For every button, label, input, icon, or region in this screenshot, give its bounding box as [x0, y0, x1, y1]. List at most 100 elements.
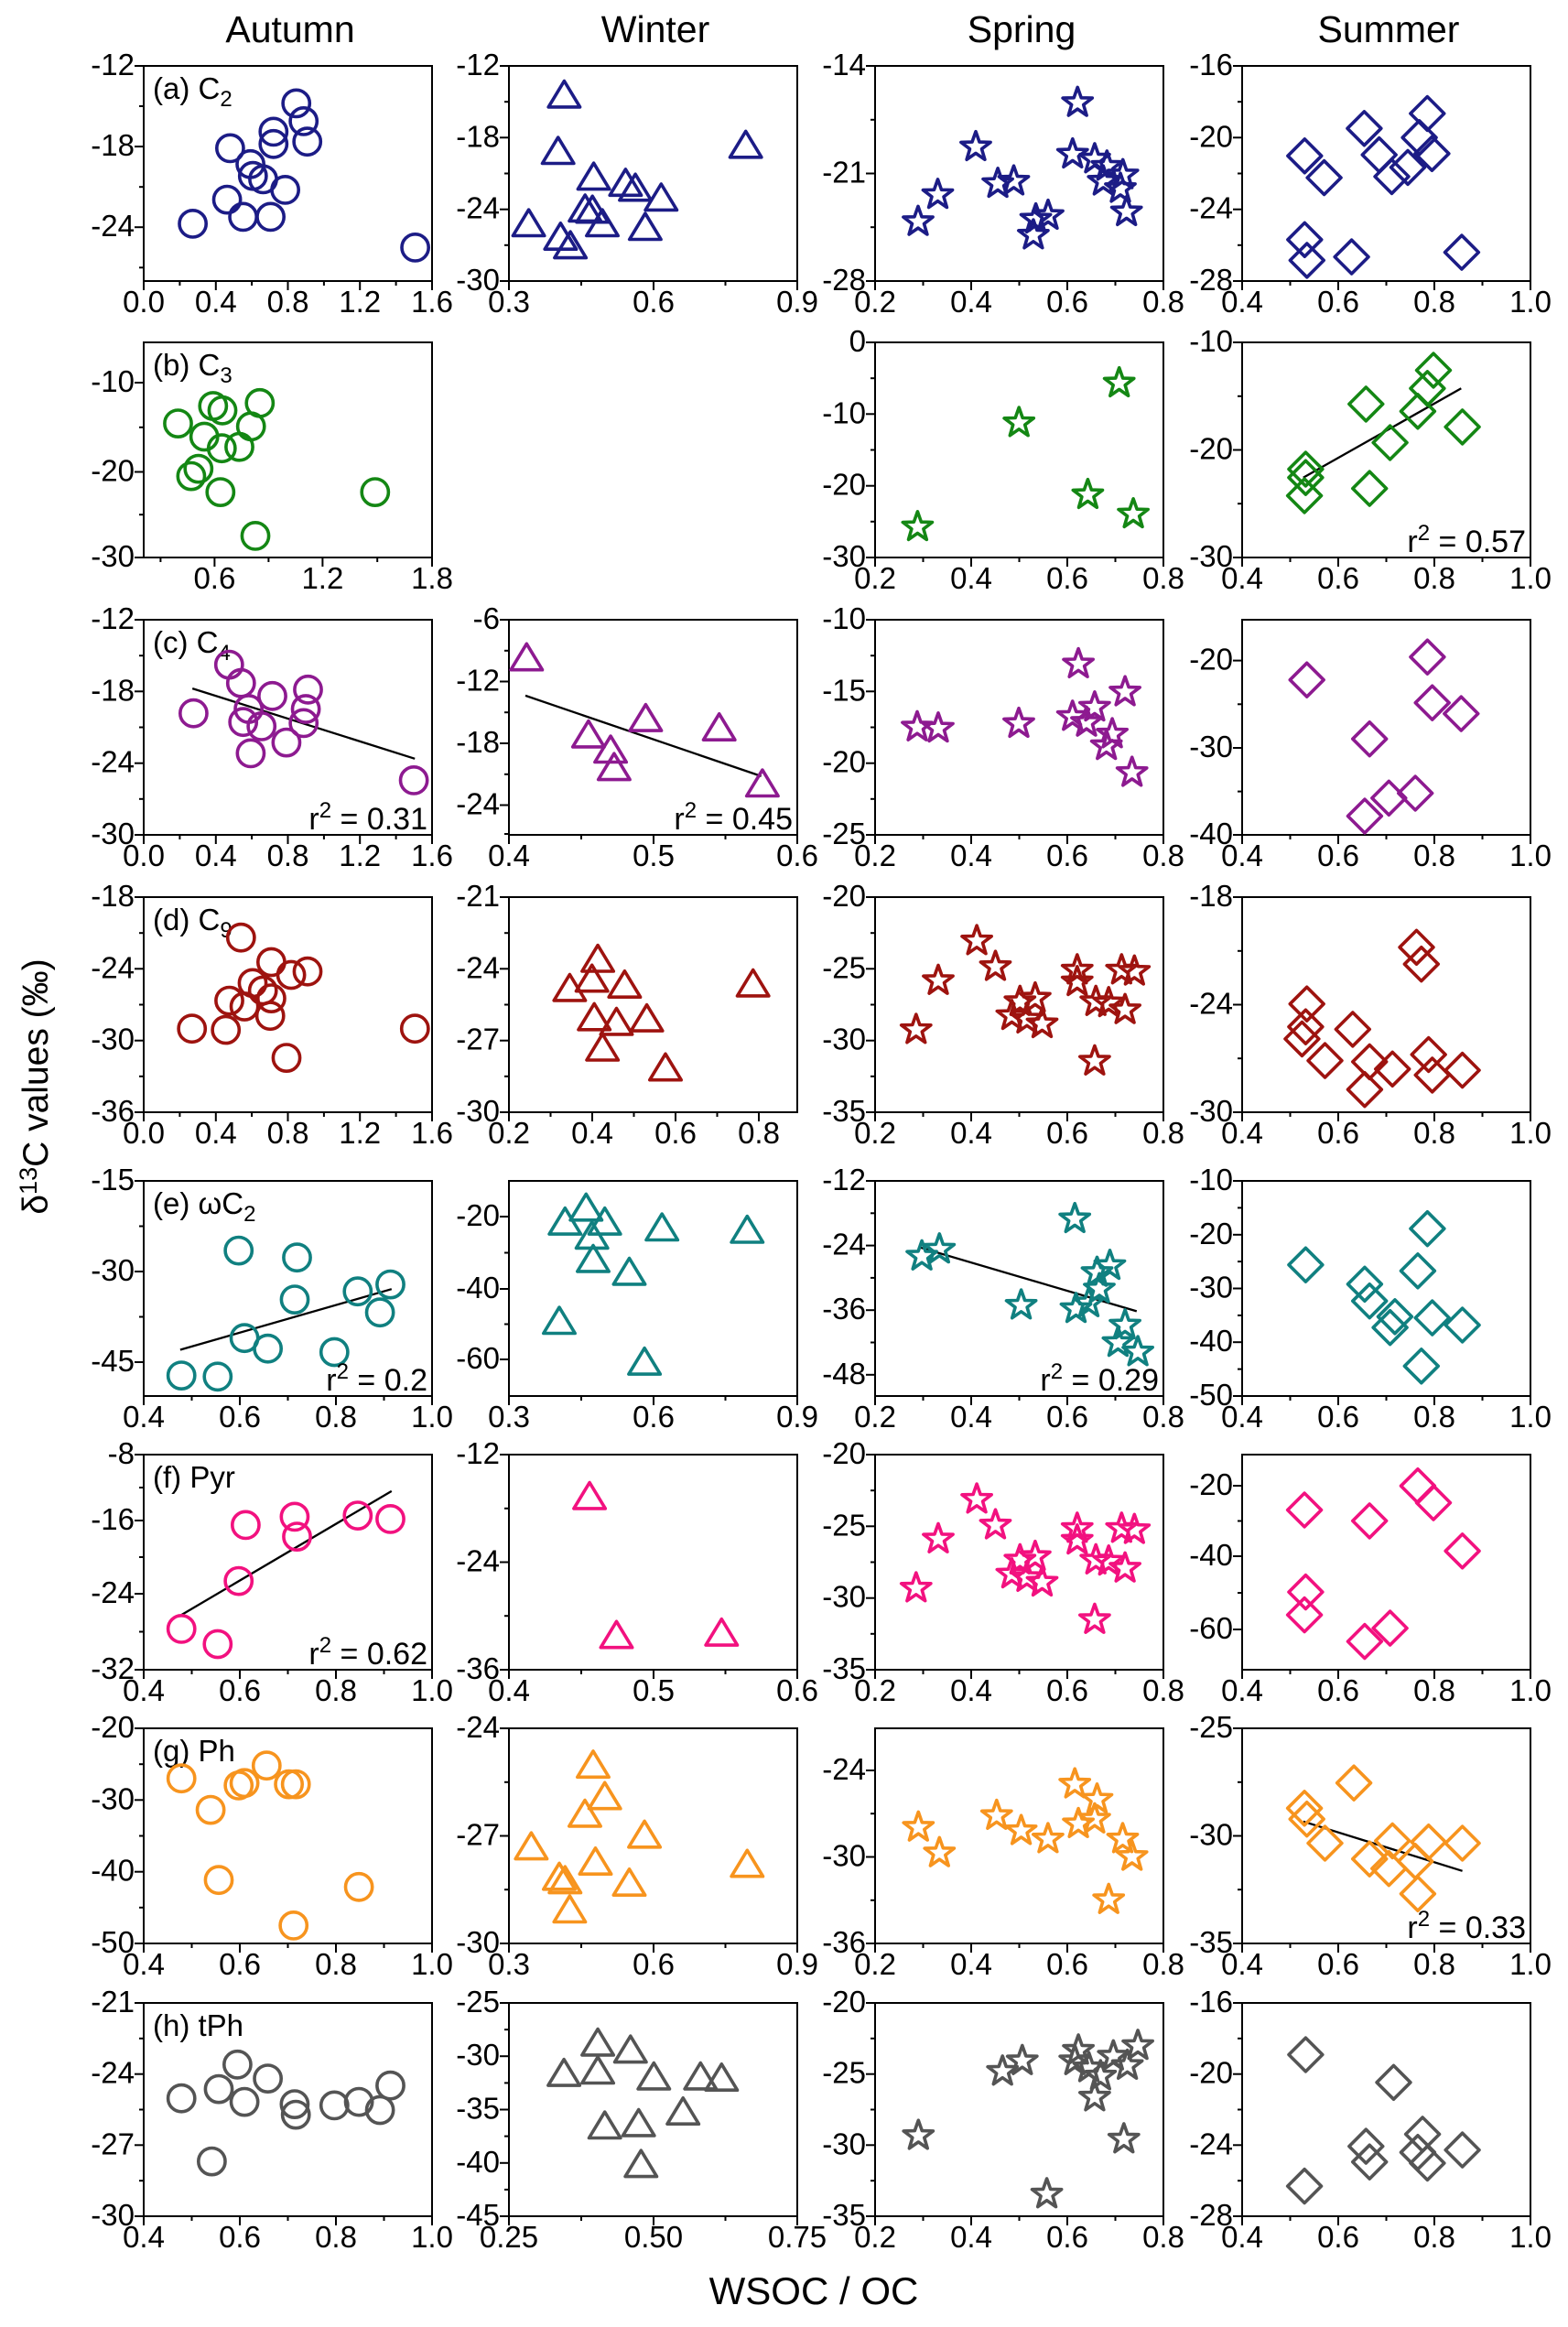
svg-text:0.8: 0.8 [315, 1673, 357, 1707]
svg-text:-30: -30 [91, 1253, 135, 1287]
svg-text:-35: -35 [456, 2092, 500, 2126]
svg-text:-24: -24 [91, 1575, 135, 1609]
svg-text:-24: -24 [822, 1752, 866, 1786]
svg-text:1.2: 1.2 [339, 285, 381, 319]
svg-text:-25: -25 [1189, 1710, 1233, 1744]
svg-text:r2 = 0.62: r2 = 0.62 [308, 1633, 427, 1672]
svg-text:0.4: 0.4 [1221, 2220, 1263, 2254]
svg-text:0.4: 0.4 [1221, 285, 1263, 319]
svg-text:-18: -18 [456, 725, 500, 759]
svg-text:0.4: 0.4 [950, 1673, 992, 1707]
svg-text:-16: -16 [1189, 1985, 1233, 2019]
svg-text:-40: -40 [1189, 817, 1233, 850]
svg-text:0.6: 0.6 [654, 1116, 697, 1150]
svg-text:0.4: 0.4 [1221, 1400, 1263, 1434]
svg-text:-30: -30 [91, 1023, 135, 1056]
svg-text:-36: -36 [822, 1292, 866, 1326]
svg-text:(d) C9: (d) C9 [153, 903, 232, 943]
svg-text:0.0: 0.0 [123, 285, 165, 319]
svg-text:Winter: Winter [601, 8, 709, 50]
svg-text:-15: -15 [822, 673, 866, 707]
svg-text:0.4: 0.4 [195, 839, 237, 872]
svg-text:-24: -24 [91, 2056, 135, 2090]
svg-text:-30: -30 [822, 1023, 866, 1056]
svg-text:0.2: 0.2 [854, 1673, 896, 1707]
svg-text:1.0: 1.0 [411, 1947, 453, 1981]
svg-text:-25: -25 [822, 817, 866, 850]
svg-text:-35: -35 [822, 2198, 866, 2232]
svg-text:0.6: 0.6 [1317, 839, 1359, 872]
svg-text:-24: -24 [91, 950, 135, 984]
svg-text:-30: -30 [1189, 1818, 1233, 1852]
svg-text:1.2: 1.2 [339, 1116, 381, 1150]
svg-text:-25: -25 [822, 950, 866, 984]
svg-text:1.0: 1.0 [1509, 2220, 1552, 2254]
svg-text:1.0: 1.0 [1509, 285, 1552, 319]
svg-text:0.9: 0.9 [776, 1400, 818, 1434]
svg-text:0.8: 0.8 [1413, 2220, 1455, 2254]
svg-text:-20: -20 [1189, 432, 1233, 466]
svg-text:0.6: 0.6 [1317, 1400, 1359, 1434]
svg-text:Spring: Spring [968, 8, 1076, 50]
svg-text:0.0: 0.0 [123, 1116, 165, 1150]
svg-text:-24: -24 [456, 1710, 500, 1744]
svg-text:0.6: 0.6 [1317, 561, 1359, 595]
svg-text:0.9: 0.9 [776, 285, 818, 319]
svg-text:0.6: 0.6 [776, 1673, 818, 1707]
svg-text:-25: -25 [822, 1508, 866, 1542]
svg-text:0.4: 0.4 [950, 839, 992, 872]
svg-text:0.6: 0.6 [1317, 1673, 1359, 1707]
svg-text:1.0: 1.0 [1509, 1673, 1552, 1707]
svg-text:Summer: Summer [1318, 8, 1460, 50]
svg-text:0.6: 0.6 [1046, 561, 1088, 595]
svg-text:-24: -24 [1189, 987, 1233, 1021]
svg-text:(e) ωC2: (e) ωC2 [153, 1186, 255, 1227]
svg-text:-20: -20 [91, 454, 135, 488]
svg-text:-20: -20 [822, 879, 866, 913]
svg-text:-36: -36 [822, 1925, 866, 1959]
svg-text:0.50: 0.50 [624, 2220, 683, 2254]
svg-text:0.4: 0.4 [950, 1400, 992, 1434]
svg-text:0.6: 0.6 [219, 1947, 261, 1981]
svg-text:-30: -30 [91, 817, 135, 850]
svg-text:-18: -18 [456, 119, 500, 153]
svg-text:-24: -24 [91, 745, 135, 779]
svg-text:-18: -18 [1189, 879, 1233, 913]
svg-text:0.8: 0.8 [1413, 1673, 1455, 1707]
svg-text:1.6: 1.6 [411, 1116, 453, 1150]
svg-text:0.8: 0.8 [1413, 285, 1455, 319]
svg-text:0.4: 0.4 [1221, 839, 1263, 872]
svg-text:-40: -40 [1189, 1324, 1233, 1358]
svg-text:0.4: 0.4 [1221, 561, 1263, 595]
svg-text:0.4: 0.4 [123, 1947, 165, 1981]
svg-text:(b) C3: (b) C3 [153, 348, 232, 388]
svg-text:0.2: 0.2 [854, 2220, 896, 2254]
svg-text:-27: -27 [456, 1023, 500, 1056]
svg-text:0.4: 0.4 [950, 561, 992, 595]
svg-text:0.2: 0.2 [854, 285, 896, 319]
svg-text:0.8: 0.8 [1142, 1116, 1184, 1150]
svg-text:0.8: 0.8 [738, 1116, 780, 1150]
svg-text:0.8: 0.8 [1413, 561, 1455, 595]
svg-text:0.6: 0.6 [1046, 1400, 1088, 1434]
svg-text:-30: -30 [822, 1580, 866, 1614]
svg-text:-24: -24 [456, 787, 500, 821]
svg-text:-10: -10 [1189, 1163, 1233, 1196]
svg-text:-25: -25 [822, 2056, 866, 2090]
svg-text:0.4: 0.4 [488, 839, 530, 872]
svg-text:0.6: 0.6 [1317, 1116, 1359, 1150]
svg-text:0.2: 0.2 [854, 561, 896, 595]
svg-text:0.4: 0.4 [123, 1400, 165, 1434]
svg-text:0.4: 0.4 [950, 2220, 992, 2254]
svg-text:1.6: 1.6 [411, 839, 453, 872]
svg-text:1.0: 1.0 [411, 2220, 453, 2254]
svg-text:-21: -21 [822, 156, 866, 189]
svg-text:-12: -12 [91, 48, 135, 81]
svg-text:0.6: 0.6 [633, 285, 675, 319]
svg-text:(h) tPh: (h) tPh [153, 2008, 243, 2042]
svg-text:0.3: 0.3 [488, 285, 530, 319]
svg-text:0.5: 0.5 [633, 839, 675, 872]
svg-text:0.8: 0.8 [267, 1116, 309, 1150]
svg-text:1.0: 1.0 [411, 1673, 453, 1707]
svg-text:-30: -30 [91, 1781, 135, 1815]
